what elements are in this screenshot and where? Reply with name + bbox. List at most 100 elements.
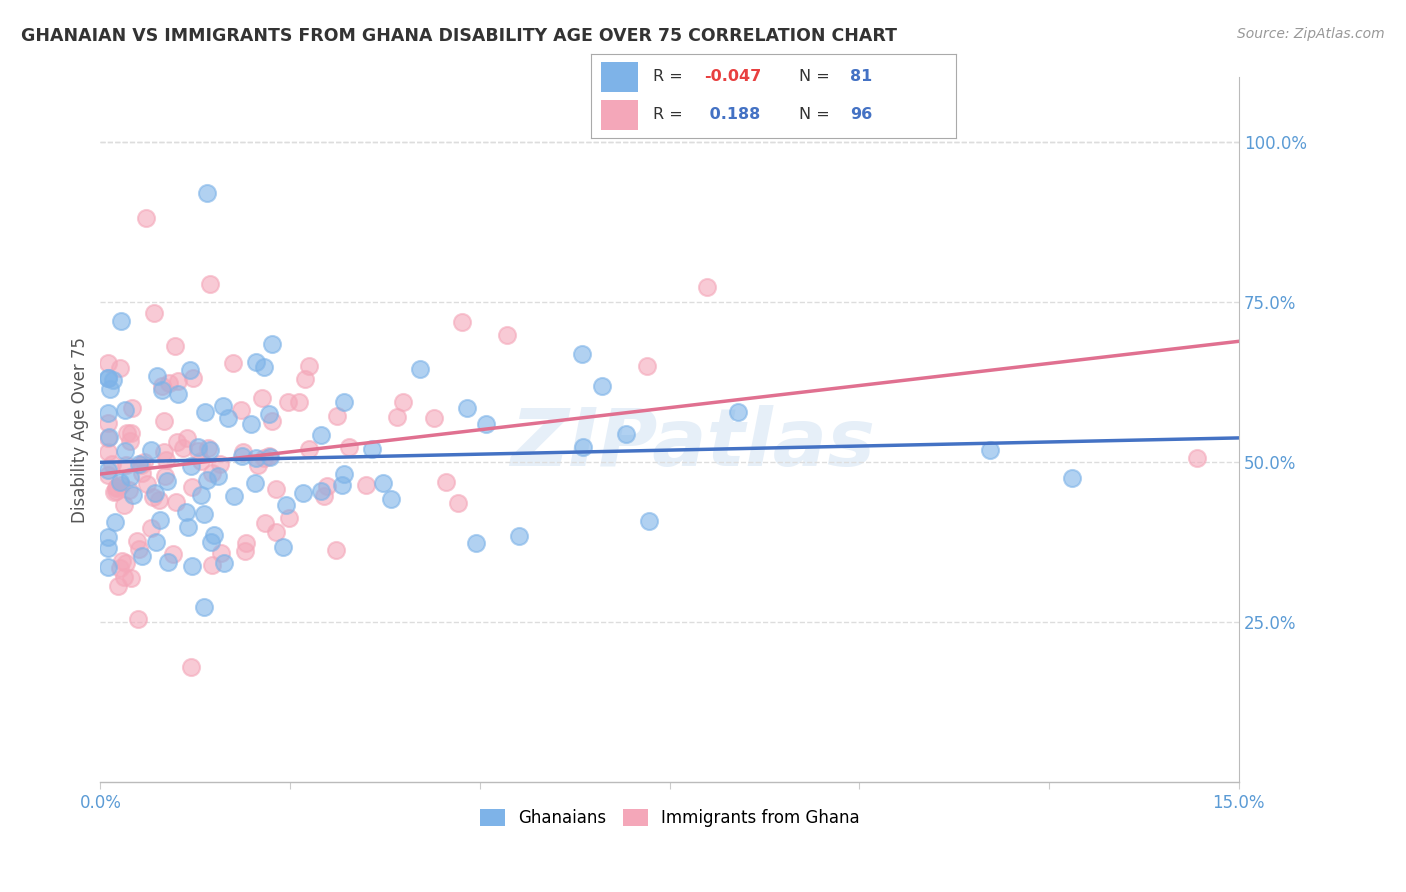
Point (224, 489, 246, 503)
Point (181, 559, 204, 574)
Point (465, 535, 488, 549)
Point (165, 494, 187, 508)
Point (143, 486, 166, 500)
Point (423, 410, 446, 425)
Point (235, 536, 257, 550)
Point (333, 395, 356, 409)
Text: 96: 96 (851, 107, 872, 122)
Y-axis label: Disability Age Over 75: Disability Age Over 75 (72, 337, 89, 523)
Point (112, 569, 135, 583)
Point (127, 534, 149, 549)
Point (277, 395, 299, 409)
Point (271, 540, 294, 554)
Point (202, 527, 225, 541)
Point (118, 483, 141, 497)
Point (131, 549, 153, 564)
Point (209, 457, 232, 471)
Point (1187, 451, 1209, 466)
Point (107, 480, 129, 494)
Point (166, 375, 188, 389)
Point (120, 434, 142, 449)
Text: 81: 81 (851, 70, 872, 85)
Point (291, 485, 314, 500)
Point (246, 458, 269, 473)
Point (245, 355, 267, 369)
Point (591, 379, 613, 393)
Point (172, 442, 194, 456)
Point (253, 516, 276, 530)
Point (136, 477, 159, 491)
Point (197, 441, 219, 455)
Point (979, 443, 1001, 458)
Point (114, 443, 136, 458)
Point (190, 453, 212, 467)
Point (128, 541, 150, 556)
Point (260, 336, 283, 351)
Legend: Ghanaians, Immigrants from Ghana: Ghanaians, Immigrants from Ghana (472, 803, 866, 834)
Point (97, 444, 120, 458)
Point (150, 379, 173, 393)
Point (380, 491, 402, 506)
Point (166, 434, 188, 449)
Point (142, 490, 165, 504)
Point (326, 409, 349, 423)
Point (373, 475, 395, 490)
Point (143, 306, 166, 320)
Point (387, 410, 409, 425)
Point (163, 339, 186, 353)
Point (105, 481, 128, 495)
Point (149, 513, 172, 527)
Point (101, 374, 124, 388)
Text: R =: R = (652, 107, 688, 122)
Point (153, 468, 176, 483)
Point (97, 416, 120, 430)
Point (153, 414, 176, 428)
Point (110, 361, 132, 376)
Point (146, 369, 169, 384)
Point (614, 427, 637, 442)
Point (180, 458, 202, 473)
Point (264, 483, 287, 497)
Point (309, 484, 332, 499)
Point (212, 400, 235, 414)
Point (129, 458, 152, 472)
Point (97, 463, 120, 477)
Point (187, 440, 209, 454)
Point (187, 443, 209, 458)
Point (107, 579, 129, 593)
Point (97, 431, 120, 445)
Point (111, 554, 134, 568)
Point (120, 571, 142, 585)
Point (207, 469, 229, 483)
Point (156, 475, 179, 489)
Point (128, 457, 150, 471)
Point (636, 359, 658, 373)
Point (195, 186, 218, 200)
Point (121, 401, 143, 416)
Point (176, 431, 198, 445)
Point (257, 449, 280, 463)
Point (118, 470, 141, 484)
Point (257, 407, 280, 421)
Point (150, 383, 173, 397)
Point (120, 425, 142, 440)
Point (231, 403, 253, 417)
Point (97, 356, 120, 370)
Point (114, 458, 136, 472)
Point (309, 428, 332, 442)
Point (141, 442, 163, 457)
Point (176, 519, 198, 533)
Point (245, 450, 267, 465)
Point (97, 559, 120, 574)
Point (572, 440, 595, 454)
Point (260, 414, 283, 428)
Point (132, 455, 155, 469)
Point (97, 467, 120, 482)
Point (361, 442, 384, 456)
Point (198, 277, 221, 291)
Point (298, 442, 321, 456)
Point (266, 525, 288, 540)
Point (200, 467, 222, 481)
Point (508, 529, 530, 543)
Text: GHANAIAN VS IMMIGRANTS FROM GHANA DISABILITY AGE OVER 75 CORRELATION CHART: GHANAIAN VS IMMIGRANTS FROM GHANA DISABI… (21, 27, 897, 45)
